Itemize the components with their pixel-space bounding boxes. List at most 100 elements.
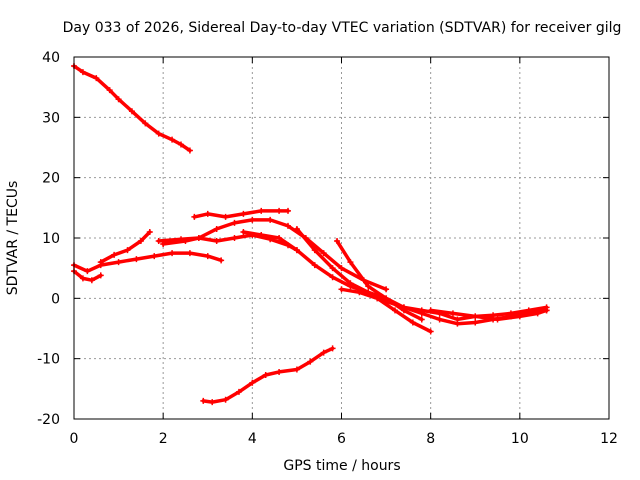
data-point xyxy=(178,141,184,148)
series-line xyxy=(335,239,424,322)
data-point xyxy=(155,238,162,245)
data-point xyxy=(311,247,318,254)
data-point xyxy=(320,250,327,257)
x-tick-label: 8 xyxy=(426,431,435,447)
data-point xyxy=(258,231,265,238)
data-point xyxy=(449,310,456,317)
data-point xyxy=(409,319,416,326)
x-tick-label: 6 xyxy=(337,431,346,447)
data-point xyxy=(507,310,514,317)
data-point xyxy=(338,286,345,293)
data-point xyxy=(338,265,345,272)
data-point xyxy=(88,277,95,284)
data-point xyxy=(334,238,341,245)
data-point xyxy=(195,235,202,241)
data-point xyxy=(249,216,256,223)
data-point xyxy=(115,96,122,103)
axis-ticks: 0 2 4 6 8 10 12 -20 -10 0 10 20 30 40 xyxy=(37,50,618,447)
data-point xyxy=(222,396,229,403)
data-point xyxy=(124,247,131,254)
data-point xyxy=(418,307,425,314)
data-point xyxy=(534,310,541,317)
x-tick-label: 10 xyxy=(511,431,529,447)
data-point xyxy=(472,319,479,326)
y-tick-label: 20 xyxy=(42,171,60,187)
data-point xyxy=(347,259,354,266)
series-track-10 xyxy=(293,225,550,323)
x-tick-label: 0 xyxy=(70,431,79,447)
data-point xyxy=(427,307,434,314)
data-point xyxy=(374,295,381,302)
series-track-1 xyxy=(71,63,193,154)
data-point xyxy=(365,283,372,290)
series-line xyxy=(72,269,103,282)
data-point xyxy=(427,328,434,335)
data-point xyxy=(182,238,189,245)
data-point xyxy=(79,275,86,282)
data-point xyxy=(218,257,225,264)
y-tick-label: 30 xyxy=(42,110,60,126)
y-tick-label: 10 xyxy=(42,231,60,247)
data-point xyxy=(400,307,407,314)
data-point xyxy=(111,251,118,258)
data-point xyxy=(347,280,354,287)
series-track-5 xyxy=(97,228,153,266)
data-point xyxy=(79,69,86,76)
data-point xyxy=(240,210,247,217)
data-point xyxy=(293,247,300,254)
data-point xyxy=(133,256,140,263)
data-point xyxy=(235,388,242,395)
series-line xyxy=(339,287,433,334)
data-point xyxy=(97,259,104,266)
data-point xyxy=(213,225,220,232)
data-point xyxy=(146,228,153,235)
series-line xyxy=(72,251,223,273)
data-point xyxy=(249,379,256,386)
data-point xyxy=(106,87,113,94)
data-point xyxy=(151,253,158,260)
data-point xyxy=(128,108,135,115)
data-point xyxy=(222,213,229,220)
data-point xyxy=(320,349,327,356)
data-point xyxy=(155,130,162,137)
data-point xyxy=(392,307,398,314)
y-tick-label: 0 xyxy=(51,291,60,307)
y-tick-label: 40 xyxy=(42,50,60,66)
data-point xyxy=(329,274,336,281)
data-point xyxy=(525,307,532,314)
y-tick-label: -20 xyxy=(37,412,60,428)
data-point xyxy=(276,368,283,375)
series-track-8 xyxy=(191,207,291,220)
data-point xyxy=(160,241,167,248)
data-point xyxy=(383,295,390,302)
data-point xyxy=(231,219,238,226)
data-point xyxy=(204,253,211,260)
data-point xyxy=(293,225,300,232)
data-point xyxy=(311,262,318,269)
data-point xyxy=(293,366,300,373)
x-tick-label: 2 xyxy=(159,431,168,447)
data-point xyxy=(115,259,122,266)
x-axis-label: GPS time / hours xyxy=(283,458,400,474)
data-point xyxy=(186,250,193,257)
data-point xyxy=(262,371,269,378)
data-point xyxy=(436,316,443,323)
data-point xyxy=(267,216,274,223)
data-point xyxy=(494,316,501,323)
data-point xyxy=(84,268,91,275)
data-point xyxy=(307,358,314,365)
x-tick-label: 12 xyxy=(600,431,618,447)
data-point xyxy=(258,207,265,214)
data-point xyxy=(516,313,523,320)
data-point xyxy=(240,228,247,235)
data-point xyxy=(356,289,363,296)
data-point xyxy=(454,316,461,323)
data-point xyxy=(276,235,283,241)
y-tick-label: -10 xyxy=(37,352,60,368)
data-point xyxy=(204,210,211,217)
data-point xyxy=(169,136,176,143)
data-point xyxy=(276,207,283,214)
series-track-12 xyxy=(338,286,434,335)
y-axis-label: SDTVAR / TECUs xyxy=(5,181,21,296)
